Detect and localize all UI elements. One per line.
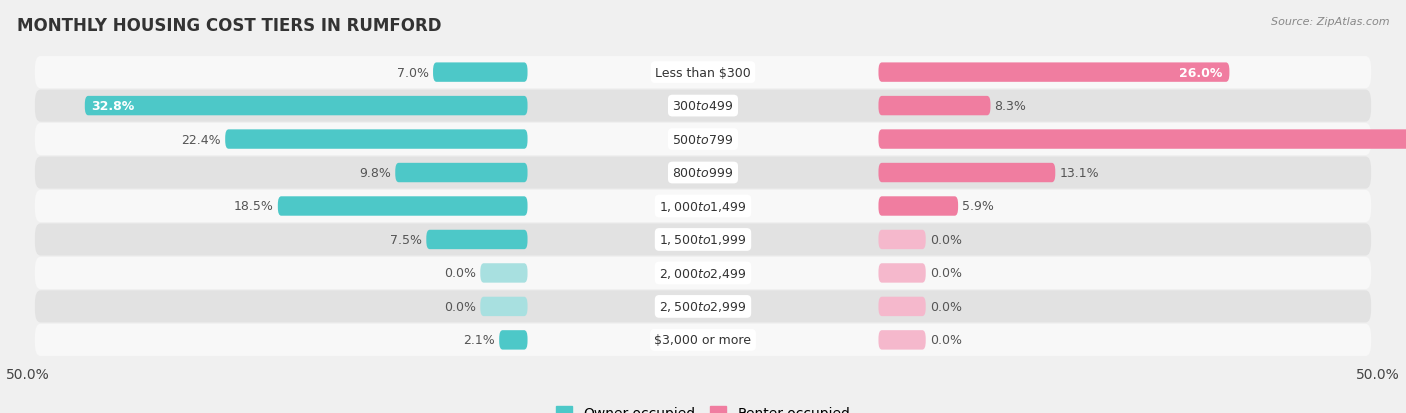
FancyBboxPatch shape xyxy=(84,97,527,116)
Text: $3,000 or more: $3,000 or more xyxy=(655,334,751,347)
FancyBboxPatch shape xyxy=(879,164,1056,183)
FancyBboxPatch shape xyxy=(879,63,1229,83)
FancyBboxPatch shape xyxy=(426,230,527,249)
FancyBboxPatch shape xyxy=(879,263,925,283)
FancyBboxPatch shape xyxy=(433,63,527,83)
FancyBboxPatch shape xyxy=(35,324,1371,356)
FancyBboxPatch shape xyxy=(879,297,925,316)
FancyBboxPatch shape xyxy=(35,157,1371,189)
FancyBboxPatch shape xyxy=(499,330,527,350)
Text: 13.1%: 13.1% xyxy=(1059,166,1099,180)
Text: Source: ZipAtlas.com: Source: ZipAtlas.com xyxy=(1271,17,1389,26)
Text: 8.3%: 8.3% xyxy=(994,100,1026,113)
FancyBboxPatch shape xyxy=(35,257,1371,290)
Legend: Owner-occupied, Renter-occupied: Owner-occupied, Renter-occupied xyxy=(550,401,856,413)
Text: 0.0%: 0.0% xyxy=(444,300,477,313)
FancyBboxPatch shape xyxy=(35,90,1371,122)
FancyBboxPatch shape xyxy=(35,291,1371,323)
FancyBboxPatch shape xyxy=(879,97,990,116)
Text: 32.8%: 32.8% xyxy=(91,100,135,113)
Text: 0.0%: 0.0% xyxy=(929,267,962,280)
Text: MONTHLY HOUSING COST TIERS IN RUMFORD: MONTHLY HOUSING COST TIERS IN RUMFORD xyxy=(17,17,441,34)
Text: Less than $300: Less than $300 xyxy=(655,66,751,79)
FancyBboxPatch shape xyxy=(879,197,957,216)
FancyBboxPatch shape xyxy=(225,130,527,150)
FancyBboxPatch shape xyxy=(879,230,925,249)
FancyBboxPatch shape xyxy=(35,57,1371,89)
Text: $1,500 to $1,999: $1,500 to $1,999 xyxy=(659,233,747,247)
FancyBboxPatch shape xyxy=(879,130,1406,150)
Text: $2,500 to $2,999: $2,500 to $2,999 xyxy=(659,300,747,313)
Text: $2,000 to $2,499: $2,000 to $2,499 xyxy=(659,266,747,280)
Text: $300 to $499: $300 to $499 xyxy=(672,100,734,113)
FancyBboxPatch shape xyxy=(278,197,527,216)
Text: 7.0%: 7.0% xyxy=(396,66,429,79)
Text: 5.9%: 5.9% xyxy=(962,200,994,213)
FancyBboxPatch shape xyxy=(35,190,1371,223)
Text: 2.1%: 2.1% xyxy=(464,334,495,347)
FancyBboxPatch shape xyxy=(395,164,527,183)
FancyBboxPatch shape xyxy=(879,330,925,350)
FancyBboxPatch shape xyxy=(35,123,1371,156)
FancyBboxPatch shape xyxy=(481,297,527,316)
Text: $500 to $799: $500 to $799 xyxy=(672,133,734,146)
Text: 9.8%: 9.8% xyxy=(360,166,391,180)
Text: 0.0%: 0.0% xyxy=(929,334,962,347)
Text: 26.0%: 26.0% xyxy=(1180,66,1223,79)
Text: 0.0%: 0.0% xyxy=(444,267,477,280)
Text: 0.0%: 0.0% xyxy=(929,233,962,247)
Text: 7.5%: 7.5% xyxy=(391,233,422,247)
Text: 22.4%: 22.4% xyxy=(181,133,221,146)
Text: 18.5%: 18.5% xyxy=(233,200,274,213)
FancyBboxPatch shape xyxy=(35,224,1371,256)
Text: 0.0%: 0.0% xyxy=(929,300,962,313)
FancyBboxPatch shape xyxy=(481,263,527,283)
Text: $800 to $999: $800 to $999 xyxy=(672,166,734,180)
Text: $1,000 to $1,499: $1,000 to $1,499 xyxy=(659,199,747,214)
